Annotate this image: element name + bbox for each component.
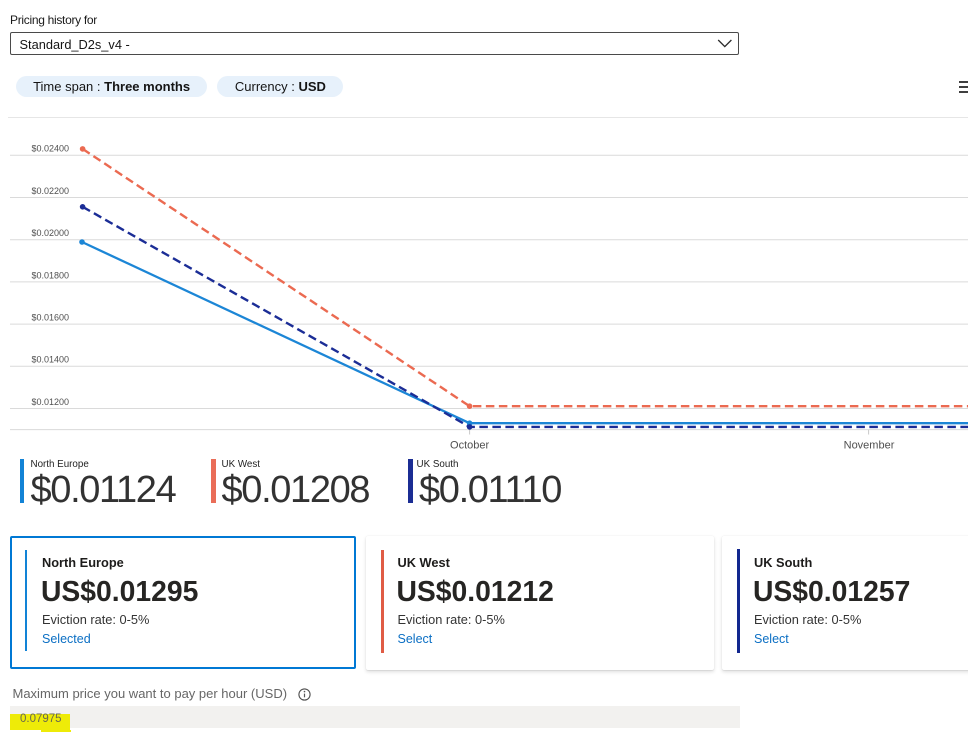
svg-text:October: October [450,440,489,452]
svg-text:$0.01200: $0.01200 [31,397,69,407]
svg-text:$0.02000: $0.02000 [31,228,69,238]
svg-text:$0.02200: $0.02200 [31,186,69,196]
svg-text:$0.01600: $0.01600 [31,313,69,323]
svg-text:$0.02400: $0.02400 [31,144,69,154]
svg-text:November: November [844,440,895,452]
svg-text:$0.01800: $0.01800 [31,270,69,280]
svg-text:$0.01400: $0.01400 [31,355,69,365]
